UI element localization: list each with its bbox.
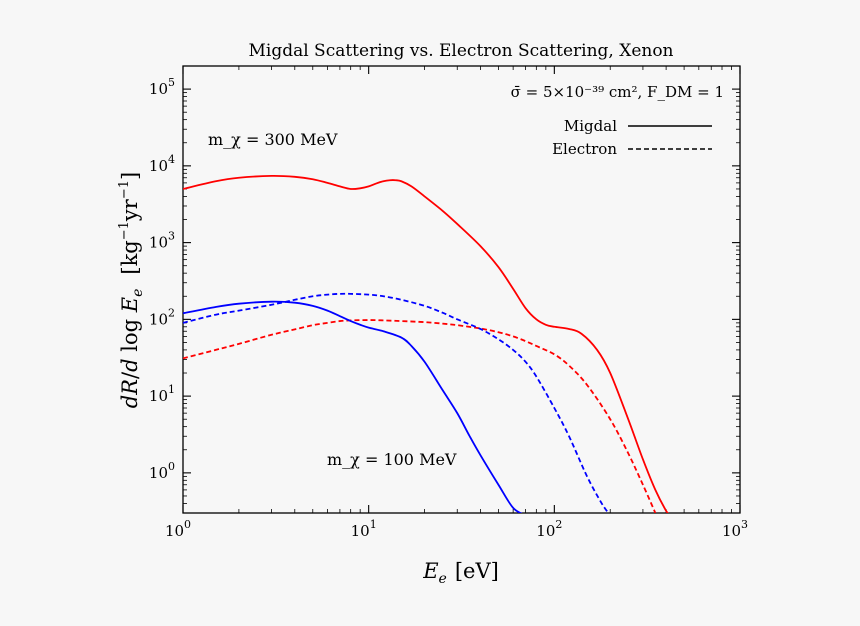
y-tick-label: 104 xyxy=(149,153,175,175)
plot-frame xyxy=(182,65,741,514)
y-axis: 100 101 102 103 104 105 xyxy=(149,76,740,514)
x-axis-label: Ee [eV] xyxy=(422,559,499,587)
series-group xyxy=(183,174,669,513)
y-tick-label: 103 xyxy=(149,230,175,252)
legend: σ̄ = 5×10⁻³⁹ cm², F_DM = 1 Migdal Electr… xyxy=(511,83,724,158)
legend-header: σ̄ = 5×10⁻³⁹ cm², F_DM = 1 xyxy=(511,83,724,101)
annotation-100mev: m_χ = 100 MeV xyxy=(327,450,457,469)
series-line-1 xyxy=(183,319,657,513)
chart-title: Migdal Scattering vs. Electron Scatterin… xyxy=(248,41,673,61)
x-tick-label: 101 xyxy=(351,518,377,540)
annotation-300mev: m_χ = 300 MeV xyxy=(208,130,338,149)
y-axis-label: dR/d log Ee[kg−1yr−1] xyxy=(117,172,146,408)
y-tick-label: 102 xyxy=(149,306,175,328)
y-tick-label: 105 xyxy=(149,76,175,98)
x-tick-label: 100 xyxy=(165,518,191,540)
x-tick-label: 102 xyxy=(536,518,562,540)
svg-text:dR/d log Ee[kg−1yr−1]: dR/d log Ee[kg−1yr−1] xyxy=(117,172,146,408)
x-tick-label: 103 xyxy=(722,518,748,540)
series-line-3 xyxy=(183,292,610,513)
y-tick-label: 100 xyxy=(149,460,175,482)
y-tick-label: 101 xyxy=(149,383,175,405)
legend-label-migdal: Migdal xyxy=(564,117,617,135)
series-line-0 xyxy=(183,174,669,513)
legend-label-electron: Electron xyxy=(552,140,617,158)
x-axis: 100 101 102 103 xyxy=(165,66,748,540)
series-line-2 xyxy=(183,300,523,513)
